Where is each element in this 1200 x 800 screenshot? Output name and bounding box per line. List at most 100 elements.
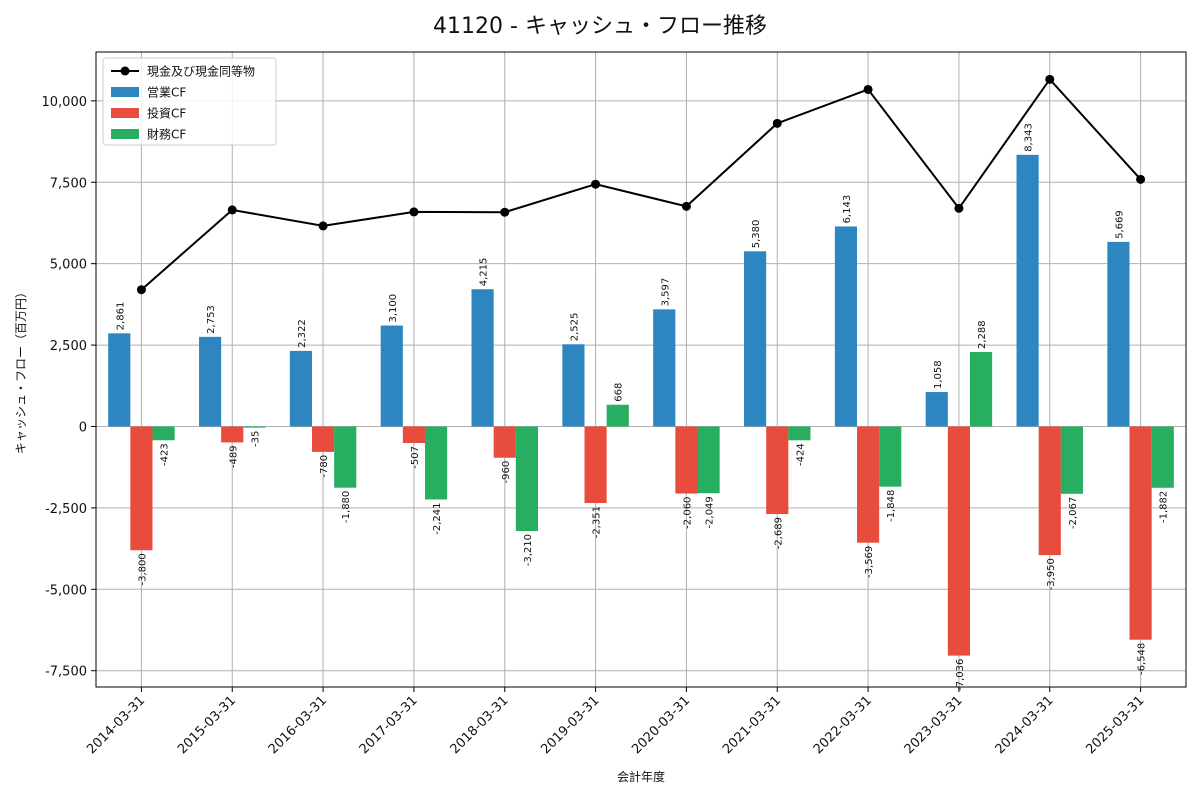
plot-area [95,51,1187,688]
data-label: -1,880 [341,491,352,523]
bar-財務CF [334,426,357,488]
data-label: 6,143 [842,195,853,224]
x-tick-label: 2016-03-31 [266,693,330,757]
bar-営業CF [653,309,676,427]
cash-line-point [1136,174,1146,184]
cash-line-point [591,179,601,189]
x-tick-label: 2017-03-31 [357,693,421,757]
data-label: -6,548 [1137,643,1148,675]
bar-財務CF [879,426,902,487]
data-label: -7,036 [955,659,966,691]
x-tick-label: 2021-03-31 [720,693,784,757]
cash-line-point [954,203,964,213]
chart-title: 41120 - キャッシュ・フロー推移 [433,14,767,39]
bar-投資CF [947,426,970,656]
bar-営業CF [380,325,403,427]
x-tick-label: 2019-03-31 [538,693,602,757]
data-label: 8,343 [1024,123,1035,152]
legend-label: 営業CF [147,86,186,100]
bar-営業CF [471,289,494,427]
legend-label: 財務CF [147,127,186,142]
bar-営業CF [562,344,585,427]
data-label: -2,241 [432,502,443,534]
data-label: 2,525 [569,313,580,342]
data-label: -3,950 [1046,558,1057,590]
y-axis-label: キャッシュ・フロー（百万円） [14,286,28,454]
data-label: -2,351 [592,506,603,538]
bar-投資CF [493,426,516,458]
x-axis-label: 会計年度 [617,769,665,784]
data-label: 3,100 [388,294,399,323]
data-label: -507 [410,446,421,469]
bar-投資CF [675,426,698,494]
legend-line-marker [120,66,130,76]
y-tick-label: -7,500 [45,665,87,680]
data-label: -2,067 [1068,497,1079,529]
data-label: 2,288 [977,320,988,349]
data-label: -489 [228,445,239,468]
data-label: -2,060 [682,497,693,529]
bar-営業CF [834,226,858,427]
bar-営業CF [1107,241,1130,427]
cash-line-point [500,207,510,217]
cash-line-point [136,285,146,295]
cash-line-point [318,221,328,231]
cash-line-point [409,207,419,217]
bar-営業CF [199,336,222,427]
data-label: -3,210 [523,534,534,566]
data-label: 2,861 [115,302,126,331]
bar-財務CF [1151,426,1174,488]
legend-swatch [111,87,139,97]
data-label: 5,380 [751,220,762,249]
x-tick-label: 2018-03-31 [448,693,512,757]
bar-投資CF [584,426,607,504]
grid-lines [96,52,1186,687]
data-label: -1,848 [886,490,897,522]
x-tick-label: 2020-03-31 [629,693,693,757]
legend-label: 現金及び現金同等物 [147,64,255,79]
bar-投資CF [1038,426,1061,556]
data-label: -780 [319,455,330,478]
legend-label: 投資CF [147,106,186,121]
data-label: 5,669 [1114,210,1125,239]
bar-財務CF [515,426,538,532]
data-label: -35 [250,431,261,447]
data-label: 4,215 [479,258,490,287]
bar-財務CF [424,426,448,500]
cash-line-point [772,118,782,128]
bar-投資CF [1129,426,1152,640]
bar-投資CF [402,426,425,443]
data-label: -2,689 [773,517,784,549]
legend-box [102,57,277,146]
bars [108,154,1174,656]
cash-line [136,74,1146,295]
bar-投資CF [766,426,789,515]
x-tick-label: 2023-03-31 [902,693,966,757]
cash-line-point [681,201,691,211]
data-labels: 2,861 2,753 2,322 3,100 4,215 2,525 3,597 5,380… [115,123,1169,691]
x-tick-label: 2024-03-31 [993,693,1057,757]
bar-財務CF [969,351,993,427]
y-tick-label: 2,500 [50,339,87,354]
data-label: -423 [160,443,171,466]
legend-swatch [111,129,139,139]
cash-line-point [227,205,237,215]
data-label: 668 [614,383,625,402]
bar-財務CF [1060,426,1083,494]
bar-財務CF [243,426,266,428]
cash-line-point [863,84,873,94]
bar-投資CF [312,426,335,452]
y-tick-label: 10,000 [42,95,88,110]
x-tick-label: 2025-03-31 [1083,693,1147,757]
bar-営業CF [744,251,767,427]
y-tick-label: -2,500 [45,502,87,517]
bar-営業CF [925,392,948,427]
bar-財務CF [697,426,720,494]
data-label: -960 [501,461,512,484]
data-label: -3,569 [864,546,875,578]
bar-営業CF [289,350,313,427]
bar-財務CF [606,404,629,427]
y-tick-label: 5,000 [50,258,87,273]
